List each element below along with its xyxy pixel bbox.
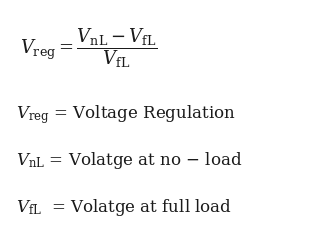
Text: $V_{\mathrm{fL}}$  = Volatge at full load: $V_{\mathrm{fL}}$ = Volatge at full load <box>16 197 232 218</box>
Text: $V_{\mathrm{reg}}$ = Voltage Regulation: $V_{\mathrm{reg}}$ = Voltage Regulation <box>16 103 236 126</box>
Text: $V_{\mathrm{nL}}$ = Volatge at no − load: $V_{\mathrm{nL}}$ = Volatge at no − load <box>16 150 243 171</box>
Text: $V_{\mathrm{reg}} = \dfrac{V_{\mathrm{nL}} - V_{\mathrm{fL}}}{V_{\mathrm{fL}}}$: $V_{\mathrm{reg}} = \dfrac{V_{\mathrm{nL… <box>20 26 157 70</box>
